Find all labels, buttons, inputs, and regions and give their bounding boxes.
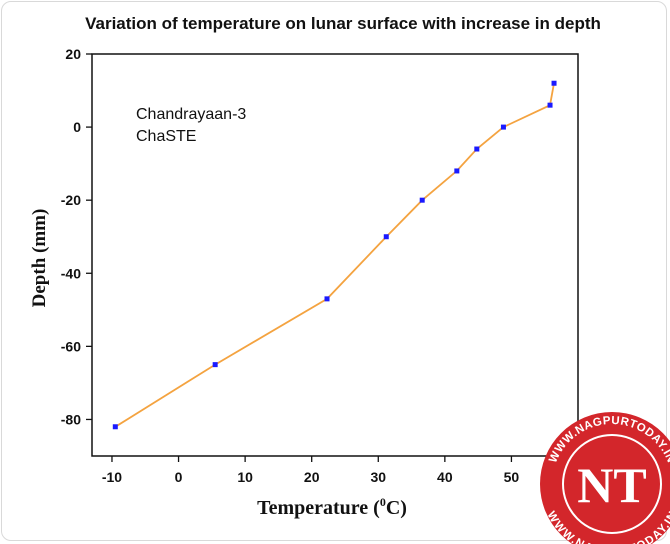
- x-tick-label: -10: [102, 469, 122, 485]
- data-point: [500, 124, 506, 130]
- data-point: [551, 80, 557, 86]
- watermark-logo-text: NT: [577, 457, 646, 513]
- x-axis: -100102030405060: [102, 456, 586, 485]
- annotation-instrument: ChaSTE: [136, 128, 196, 145]
- y-tick-label: -20: [61, 192, 81, 208]
- x-tick-label: 50: [504, 469, 520, 485]
- y-axis-label: Depth (mm): [29, 209, 50, 308]
- watermark-inner-ring: [562, 434, 662, 534]
- data-point: [419, 197, 425, 203]
- data-point: [454, 168, 460, 174]
- x-tick-label: 20: [304, 469, 320, 485]
- x-axis-label: Temperature (0C): [257, 495, 407, 519]
- data-point: [112, 424, 118, 430]
- data-markers: [112, 80, 557, 430]
- x-axis-label-superscript: 0: [380, 495, 386, 509]
- x-tick-label: 0: [175, 469, 183, 485]
- data-point: [547, 102, 553, 108]
- watermark-badge: [540, 412, 670, 544]
- y-tick-label: 0: [73, 119, 81, 135]
- series-line: [114, 83, 555, 428]
- annotation-mission: Chandrayaan-3: [136, 106, 246, 123]
- data-point: [474, 146, 480, 152]
- chart-title: Variation of temperature on lunar surfac…: [85, 14, 601, 33]
- x-tick-label: 30: [370, 469, 386, 485]
- y-tick-label: -40: [61, 265, 81, 281]
- y-tick-label: -60: [61, 338, 81, 354]
- y-tick-label: -80: [61, 411, 81, 427]
- y-axis: 20 0 -20 -40 -60 -80: [61, 46, 92, 427]
- x-tick-label: 40: [437, 469, 453, 485]
- x-tick-label: 10: [237, 469, 253, 485]
- data-point: [383, 234, 389, 240]
- y-tick-label: 20: [65, 46, 81, 62]
- data-point: [324, 296, 330, 302]
- plot-area: [91, 53, 579, 457]
- nagpurtoday-watermark: WWW.NAGPURTODAY.IN WWW.NAGPURTODAY.IN NT: [540, 412, 670, 544]
- data-point: [212, 362, 218, 368]
